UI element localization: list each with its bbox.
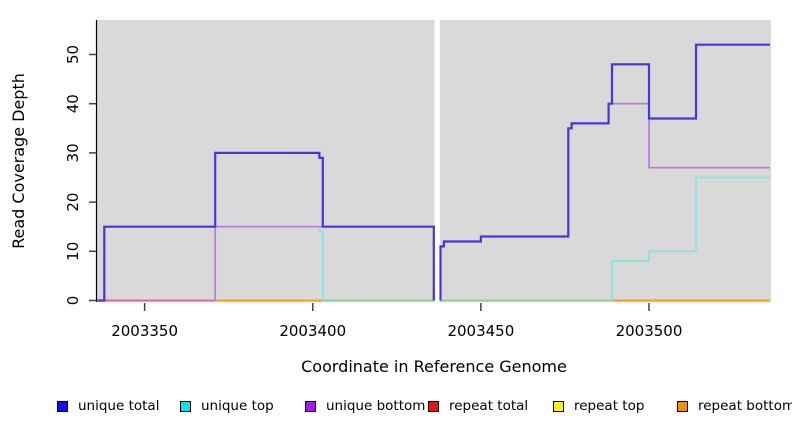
series-unique-total-line	[97, 151, 435, 302]
legend-label-repeat-bottom: repeat bottom	[698, 398, 792, 414]
legend-item-unique-top: unique top	[180, 397, 274, 415]
legend-item-unique-bottom: unique bottom	[305, 397, 425, 415]
legend-swatch-unique-total	[57, 400, 68, 412]
legend-item-unique-total: unique total	[57, 397, 159, 415]
y-axis-tick-label: 40	[64, 94, 82, 113]
y-axis-tick-label: 10	[64, 242, 82, 261]
legend-label-unique-total: unique total	[78, 398, 160, 414]
x-axis-title: Coordinate in Reference Genome	[301, 357, 567, 376]
x-axis-tick-label: 2003450	[447, 322, 514, 340]
legend-item-repeat-top: repeat top	[553, 397, 644, 415]
legend-item-repeat-total: repeat total	[428, 397, 528, 415]
y-axis-title: Read Coverage Depth	[9, 73, 28, 249]
x-axis-tick-label: 2003500	[616, 322, 683, 340]
y-axis-tick-label: 20	[64, 193, 82, 212]
x-axis-tick-label: 2003400	[279, 322, 346, 340]
y-axis-tick-label: 30	[64, 143, 82, 162]
legend-label-repeat-top: repeat top	[574, 398, 645, 414]
legend-swatch-repeat-bottom	[677, 400, 688, 412]
legend-item-repeat-bottom: repeat bottom	[677, 397, 792, 415]
x-axis-tick-label: 2003350	[111, 322, 178, 340]
legend-label-unique-bottom: unique bottom	[326, 398, 426, 414]
legend-label-unique-top: unique top	[201, 398, 274, 414]
legend-swatch-repeat-top	[553, 400, 564, 412]
series-unique-total-line	[439, 43, 770, 301]
legend-swatch-unique-top	[180, 400, 191, 412]
legend-swatch-repeat-total	[428, 400, 439, 412]
series-unique-top-line	[611, 176, 770, 301]
legend-label-repeat-total: repeat total	[449, 398, 529, 414]
y-axis-tick-label: 0	[64, 296, 82, 306]
legend-swatch-unique-bottom	[305, 400, 316, 412]
legend: unique total unique top unique bottom repea…	[0, 397, 792, 421]
no-data-gap-band	[434, 20, 440, 302]
y-axis-tick-label: 50	[64, 45, 82, 64]
